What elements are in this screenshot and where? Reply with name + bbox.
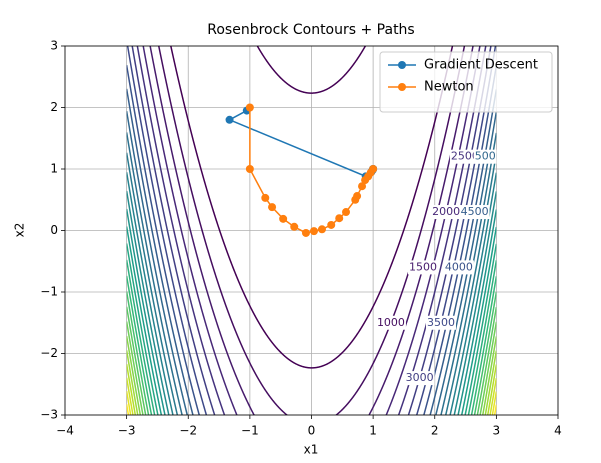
point xyxy=(335,214,344,223)
contour-label-bg xyxy=(404,371,435,386)
point xyxy=(261,193,270,202)
contour-label-bg xyxy=(459,205,490,220)
x-tick-label: −4 xyxy=(56,424,74,438)
contour-label: 1000 xyxy=(377,316,405,329)
contour-label-bg xyxy=(407,260,438,275)
legend-marker xyxy=(398,83,406,91)
x-tick-label: 1 xyxy=(369,424,377,438)
point xyxy=(301,228,310,237)
point xyxy=(309,227,318,236)
contour-label-bg xyxy=(431,205,462,220)
x-tick-label: −2 xyxy=(179,424,197,438)
y-tick-label: −3 xyxy=(40,408,58,422)
y-tick-label: 0 xyxy=(50,223,58,237)
point xyxy=(245,165,254,173)
y-tick-label: −1 xyxy=(40,285,58,299)
y-tick-label: −2 xyxy=(40,346,58,360)
x-tick-label: 2 xyxy=(431,424,439,438)
point xyxy=(268,203,277,212)
contour-label-bg xyxy=(443,260,474,275)
x-tick-label: 0 xyxy=(308,424,316,438)
contours: 1000 1500 2000 2500 3000 3500 4000 4500 5000 xyxy=(126,46,503,415)
legend-label: Gradient Descent xyxy=(424,58,538,73)
contour-label: 5000 xyxy=(475,150,503,163)
point xyxy=(317,225,326,234)
y-axis-label: x2 xyxy=(13,223,27,238)
contour-line xyxy=(170,46,454,369)
contour-line xyxy=(126,46,497,415)
contour-line xyxy=(157,46,466,415)
x-tick-label: 4 xyxy=(554,424,562,438)
contour-label-bg xyxy=(425,315,456,330)
point xyxy=(245,103,254,112)
contour-label: 2500 xyxy=(451,150,479,163)
contour-label: 2000 xyxy=(432,205,460,218)
y-tick-label: 1 xyxy=(50,162,58,176)
contour-label: 3000 xyxy=(406,371,434,384)
point xyxy=(327,220,336,229)
y-tick-label: 2 xyxy=(50,100,58,114)
contour-line xyxy=(149,46,474,415)
contour-line xyxy=(142,46,481,415)
x-tick-label: −3 xyxy=(118,424,136,438)
contour-label: 1500 xyxy=(409,260,437,273)
plot-frame xyxy=(64,45,559,416)
contour-label: 3500 xyxy=(427,316,455,329)
point xyxy=(353,192,362,201)
x-tick-label: 3 xyxy=(493,424,501,438)
contour-label: 4500 xyxy=(461,205,489,218)
contour-line xyxy=(126,65,497,415)
contour-label: 4000 xyxy=(445,260,473,273)
point xyxy=(225,115,234,124)
contour-label-bg xyxy=(473,149,497,164)
x-axis-label: x1 xyxy=(304,443,319,457)
contour-line xyxy=(136,46,487,415)
point xyxy=(290,222,299,231)
point xyxy=(369,165,378,173)
point xyxy=(358,182,367,191)
y-tick-label: 3 xyxy=(50,39,58,53)
legend-label: Newton xyxy=(424,80,474,95)
contour-label-bg xyxy=(449,149,480,164)
x-tick-label: −1 xyxy=(241,424,259,438)
contour-line xyxy=(126,88,497,415)
legend-box xyxy=(379,51,553,113)
chart-title: Rosenbrock Contours + Paths xyxy=(207,22,414,38)
legend-marker xyxy=(398,61,406,69)
point xyxy=(342,208,351,217)
contour-label-bg xyxy=(375,315,406,330)
point xyxy=(279,214,288,223)
